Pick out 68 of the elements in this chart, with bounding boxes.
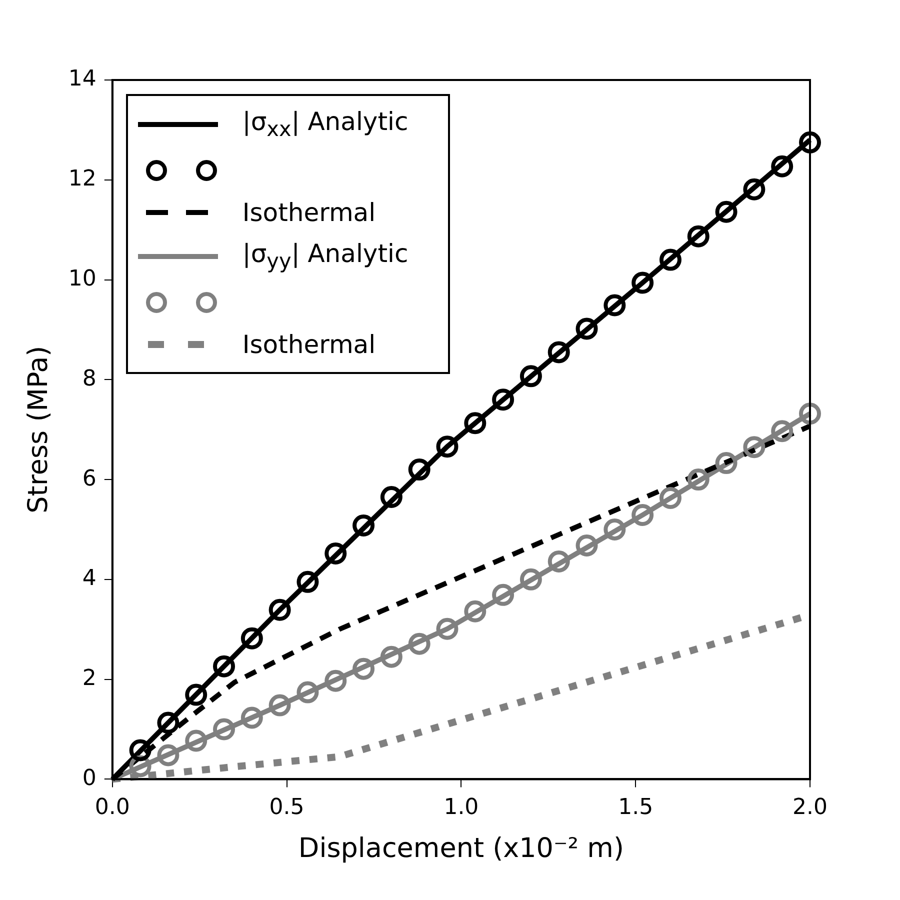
x-tick-label: 0.5 — [269, 795, 304, 820]
x-axis-title: Displacement (x10⁻² m) — [298, 832, 624, 864]
legend-label: |σ$_{xx}$| Analytic — [242, 107, 408, 141]
point — [687, 468, 710, 491]
point — [408, 632, 430, 655]
point — [743, 436, 766, 458]
point — [604, 518, 626, 540]
point — [604, 294, 626, 316]
y-tick-label: 14 — [68, 66, 96, 92]
point — [492, 584, 514, 606]
point — [576, 534, 598, 556]
point — [632, 504, 654, 526]
point — [296, 570, 319, 593]
point — [548, 550, 570, 572]
point — [185, 730, 208, 752]
point — [268, 694, 291, 716]
point — [324, 670, 347, 692]
y-tick-label: 10 — [68, 266, 96, 292]
point — [380, 486, 402, 508]
y-tick-label: 12 — [68, 166, 96, 192]
legend-label: |σ$_{yy}$| Analytic — [242, 239, 408, 273]
point — [715, 200, 738, 223]
point — [296, 681, 319, 704]
point — [352, 658, 375, 680]
point — [464, 412, 486, 434]
point — [520, 568, 542, 590]
point — [213, 655, 236, 678]
point — [799, 131, 821, 154]
point — [157, 712, 180, 734]
point — [687, 225, 710, 248]
point — [492, 388, 514, 411]
legend-label: Isothermal — [242, 198, 376, 226]
point — [632, 272, 654, 294]
point — [185, 684, 208, 706]
y-tick-label: 6 — [82, 466, 96, 492]
y-tick-label: 2 — [82, 666, 96, 692]
point — [548, 341, 570, 364]
point — [576, 318, 598, 340]
point — [129, 739, 152, 762]
point — [352, 514, 375, 536]
y-tick-label: 4 — [82, 566, 96, 592]
y-axis-title: Stress (MPa) — [23, 346, 54, 514]
x-tick-label: 1.5 — [618, 795, 654, 820]
y-tick-label: 8 — [82, 366, 96, 392]
legend-label: Isothermal — [242, 330, 376, 358]
point — [157, 744, 180, 766]
point — [520, 365, 542, 388]
point — [436, 436, 458, 458]
point — [213, 718, 236, 740]
point — [771, 155, 794, 178]
point — [659, 487, 682, 510]
point — [464, 600, 486, 622]
point — [771, 420, 794, 442]
x-tick-label: 0.0 — [94, 795, 130, 820]
point — [743, 178, 766, 200]
point — [268, 598, 291, 621]
x-tick-label: 1.0 — [444, 795, 479, 820]
x-tick-label: 2.0 — [792, 795, 828, 820]
point — [799, 402, 821, 425]
y-tick-label: 0 — [82, 766, 96, 791]
point — [659, 248, 682, 271]
point — [436, 618, 458, 640]
point — [324, 542, 347, 564]
point — [240, 627, 263, 650]
point — [240, 706, 263, 729]
point — [408, 458, 430, 481]
point — [380, 646, 402, 668]
point — [715, 452, 738, 474]
